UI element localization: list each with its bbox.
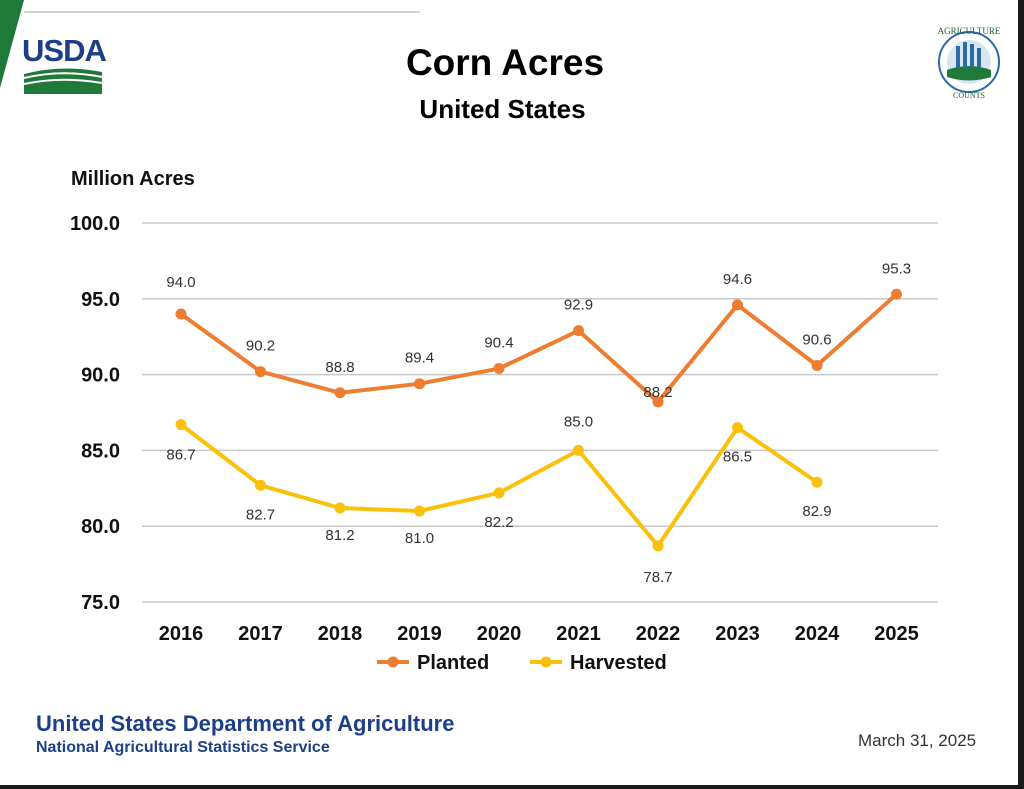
data-label-harvested: 81.0 (405, 530, 434, 547)
usda-logo-graphic (23, 68, 103, 94)
data-point-planted (732, 299, 743, 311)
data-point-planted (891, 288, 902, 300)
legend-marker-planted (387, 656, 399, 668)
data-label-harvested: 78.7 (643, 569, 672, 586)
data-point-planted (493, 363, 505, 375)
data-label-planted: 89.4 (405, 350, 434, 367)
green-accent-bar (0, 0, 24, 88)
x-tick-label: 2017 (238, 623, 283, 645)
data-label-harvested: 86.5 (723, 449, 752, 466)
data-point-harvested (175, 419, 187, 431)
chart-title: Corn Acres (405, 42, 605, 83)
series-line-planted (179, 292, 898, 404)
footer-date: March 31, 2025 (858, 731, 977, 750)
data-label-planted: 90.6 (802, 332, 831, 349)
x-tick-label: 2021 (556, 623, 601, 645)
data-point-planted (255, 366, 266, 378)
y-tick-label: 80.0 (81, 516, 120, 538)
x-tick-labels: 2016 2017 2018 2019 2020 2021 2022 2023 2024 2025 (159, 623, 919, 645)
x-tick-label: 2023 (715, 623, 760, 645)
y-tick-label: 90.0 (81, 365, 120, 387)
data-label-planted: 90.4 (484, 335, 513, 352)
y-tick-label: 95.0 (81, 289, 120, 311)
x-tick-label: 2024 (795, 623, 840, 645)
y-tick-label: 100.0 (70, 213, 120, 235)
usda-logo-text: USDA (22, 33, 107, 68)
x-tick-label: 2019 (397, 623, 442, 645)
data-label-planted: 95.3 (882, 260, 911, 277)
data-point-planted (652, 396, 664, 408)
series-lines (175, 288, 902, 552)
data-point-harvested (811, 476, 823, 488)
data-label-harvested: 81.2 (325, 527, 354, 544)
data-label-planted: 92.9 (564, 297, 593, 314)
data-point-planted (334, 387, 346, 399)
data-point-planted (573, 325, 584, 337)
data-point-harvested (732, 422, 743, 434)
legend-label-planted: Planted (417, 652, 489, 674)
data-point-harvested (573, 444, 584, 456)
legend-marker-harvested (540, 656, 552, 668)
y-tick-labels: 75.0 80.0 85.0 90.0 95.0 100.0 (70, 213, 120, 614)
data-label-harvested: 82.7 (246, 506, 275, 523)
x-tick-label: 2018 (318, 623, 363, 645)
x-tick-label: 2020 (477, 623, 522, 645)
data-point-planted (175, 308, 187, 320)
data-point-harvested (414, 505, 425, 517)
footer-department: United States Department of Agriculture (36, 711, 455, 736)
data-label-planted: 90.2 (246, 338, 275, 355)
x-tick-label: 2022 (636, 623, 681, 645)
legend: Planted Harvested (377, 652, 667, 674)
data-point-planted (414, 378, 425, 390)
y-tick-label: 75.0 (81, 592, 120, 614)
data-point-harvested (334, 502, 346, 514)
data-label-harvested: 86.7 (166, 447, 195, 464)
data-label-harvested: 85.0 (564, 413, 593, 430)
y-axis-label: Million Acres (71, 168, 195, 190)
data-label-harvested: 82.9 (802, 503, 831, 520)
seal-text-top: AGRICULTURE (938, 26, 1001, 36)
grid-lines (142, 222, 938, 603)
data-label-planted: 88.2 (643, 384, 672, 401)
data-label-planted: 94.0 (166, 274, 195, 291)
data-label-planted: 88.8 (325, 359, 354, 376)
header-rule (24, 11, 420, 13)
y-tick-label: 85.0 (81, 440, 120, 462)
data-labels: 94.0 90.2 88.8 89.4 90.4 92.9 88.2 94.6 90.6 95.3… (166, 260, 911, 586)
data-point-harvested (652, 540, 664, 552)
x-tick-label: 2016 (159, 623, 204, 645)
agriculture-counts-seal: AGRICULTURE COUNTS (938, 26, 1001, 100)
data-point-planted (811, 360, 823, 372)
seal-text-bottom: COUNTS (953, 91, 985, 100)
legend-label-harvested: Harvested (570, 652, 667, 674)
chart-subtitle: United States (419, 94, 586, 124)
data-point-harvested (255, 479, 266, 491)
data-label-planted: 94.6 (723, 271, 752, 288)
x-tick-label: 2025 (874, 623, 919, 645)
data-point-harvested (493, 487, 505, 499)
data-label-harvested: 82.2 (484, 514, 513, 531)
footer-service: National Agricultural Statistics Service (36, 739, 330, 756)
